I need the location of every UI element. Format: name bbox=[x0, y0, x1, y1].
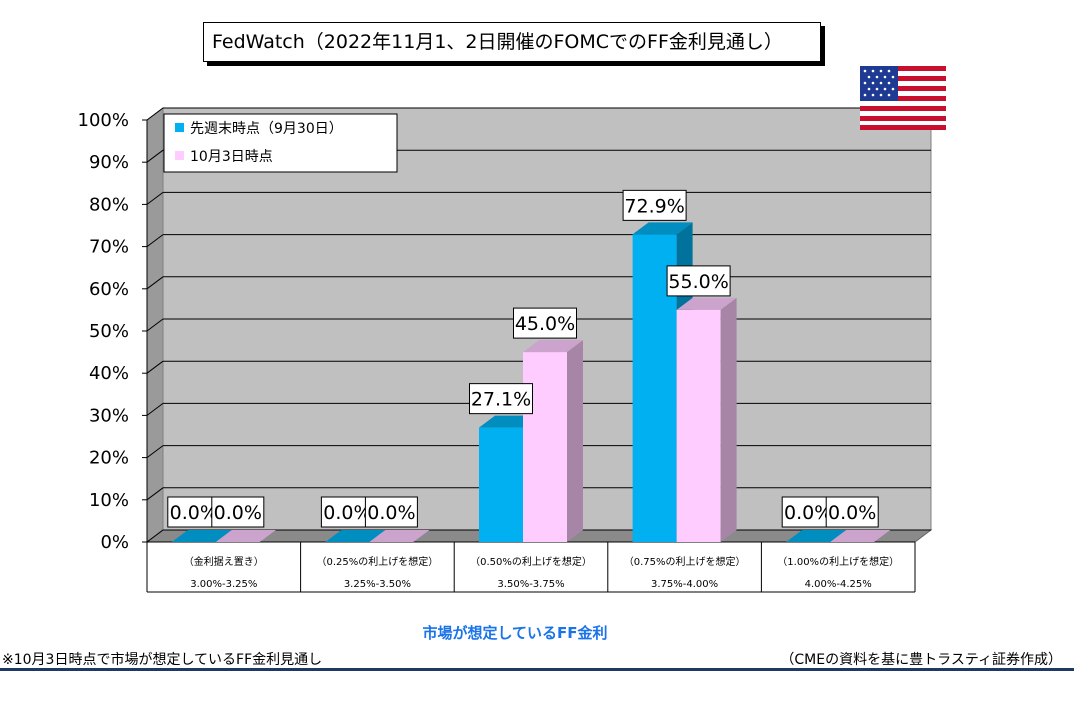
gridline-side bbox=[146, 276, 164, 290]
x-category-range: 3.25%-3.50% bbox=[344, 579, 411, 590]
x-category-range: 3.75%-4.00% bbox=[651, 579, 718, 590]
data-label: 55.0% bbox=[666, 265, 731, 297]
legend-label: 10月3日時点 bbox=[190, 149, 273, 165]
bar-series1 bbox=[171, 530, 232, 542]
y-tick-label: 20% bbox=[89, 448, 129, 469]
svg-text:72.9%: 72.9% bbox=[624, 195, 684, 217]
y-tick-label: 80% bbox=[89, 194, 129, 215]
x-category-label: （1.00%の利上げを想定） bbox=[777, 555, 899, 568]
y-tick-label: 10% bbox=[89, 490, 129, 511]
svg-text:0.0%: 0.0% bbox=[784, 502, 832, 524]
bar-series2 bbox=[830, 530, 891, 542]
bar-series1 bbox=[786, 530, 847, 542]
gridline-side bbox=[146, 402, 164, 416]
gridline-side bbox=[146, 234, 164, 248]
gridline-side bbox=[146, 360, 164, 374]
legend-swatch bbox=[175, 151, 184, 160]
svg-text:55.0%: 55.0% bbox=[668, 271, 728, 293]
bar-series2 bbox=[215, 530, 276, 542]
gridline-side bbox=[146, 107, 164, 121]
footnote-right: （CMEの資料を基に豊トラスティ証券作成） bbox=[780, 652, 1062, 668]
svg-text:0.0%: 0.0% bbox=[828, 502, 876, 524]
chart-title: FedWatch（2022年11月1、2日開催のFOMCでのFF金利見通し） bbox=[203, 22, 821, 62]
bottom-rule bbox=[0, 668, 1074, 671]
data-label: 0.0% bbox=[364, 496, 418, 528]
x-category-label: （0.50%の利上げを想定） bbox=[470, 555, 592, 568]
us-flag-icon bbox=[860, 66, 946, 130]
gridline-side bbox=[146, 149, 164, 163]
data-label: 72.9% bbox=[622, 189, 687, 221]
legend-label: 先週末時点（9月30日） bbox=[190, 121, 343, 137]
data-label: 0.0% bbox=[211, 496, 265, 528]
y-tick-label: 30% bbox=[89, 405, 129, 426]
svg-text:0.0%: 0.0% bbox=[323, 502, 371, 524]
gridline-side bbox=[146, 318, 164, 332]
x-category-label: （0.25%の利上げを想定） bbox=[317, 555, 439, 568]
y-tick-label: 60% bbox=[89, 279, 129, 300]
y-tick-label: 40% bbox=[89, 363, 129, 384]
x-axis-title: 市場が想定しているFF金利 bbox=[422, 624, 608, 642]
y-tick-label: 50% bbox=[89, 321, 129, 342]
svg-text:0.0%: 0.0% bbox=[170, 502, 218, 524]
legend: 先週末時点（9月30日） 10月3日時点 bbox=[163, 113, 398, 173]
gridline-side bbox=[146, 529, 164, 543]
y-tick-label: 100% bbox=[78, 110, 129, 131]
svg-text:45.0%: 45.0% bbox=[515, 313, 575, 335]
data-label: 27.1% bbox=[469, 383, 533, 415]
gridline-side bbox=[146, 191, 164, 205]
bar-series2 bbox=[369, 530, 430, 542]
data-label: 0.0% bbox=[825, 496, 879, 528]
bar-series2 bbox=[676, 297, 737, 542]
bar-chart: 0% 10% 20% 30% 40% 50% 60% 70% 80% 90% 100% （金利据え置き… bbox=[78, 107, 933, 593]
svg-text:27.1%: 27.1% bbox=[471, 389, 531, 411]
x-category-range: 4.00%-4.25% bbox=[805, 579, 872, 590]
legend-swatch bbox=[175, 123, 184, 132]
y-tick-label: 90% bbox=[89, 152, 129, 173]
data-label: 45.0% bbox=[513, 307, 577, 339]
x-category-range: 3.50%-3.75% bbox=[497, 579, 564, 590]
gridline-side bbox=[146, 445, 164, 459]
bar-series2 bbox=[523, 340, 583, 542]
bar-series1 bbox=[325, 530, 386, 542]
x-category-label: （0.75%の利上げを想定） bbox=[624, 555, 746, 568]
gridline-side bbox=[146, 487, 164, 501]
footnote-left: ※10月3日時点で市場が想定しているFF金利見通し bbox=[2, 652, 323, 668]
x-category-range: 3.00%-3.25% bbox=[190, 579, 257, 590]
y-tick-label: 70% bbox=[89, 237, 129, 258]
y-tick-label: 0% bbox=[100, 532, 129, 553]
svg-text:0.0%: 0.0% bbox=[367, 502, 415, 524]
svg-text:0.0%: 0.0% bbox=[214, 502, 262, 524]
x-category-label: （金利据え置き） bbox=[184, 555, 264, 568]
